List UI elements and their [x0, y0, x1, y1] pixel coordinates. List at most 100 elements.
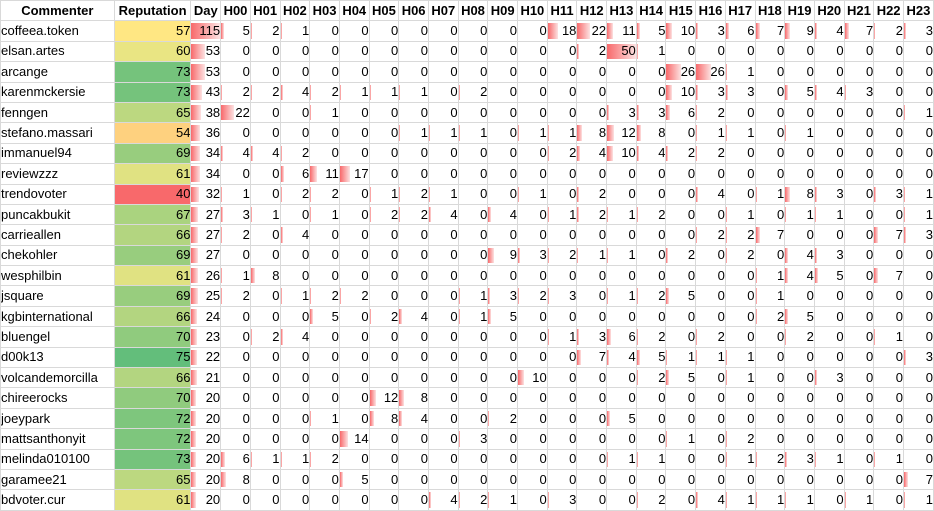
- hour-cell[interactable]: 0: [873, 489, 904, 511]
- hour-cell[interactable]: 0: [754, 40, 786, 63]
- hour-cell[interactable]: 0: [813, 224, 845, 246]
- hour-cell[interactable]: 0: [368, 468, 400, 491]
- hour-cell[interactable]: 1: [902, 203, 934, 226]
- hour-cell[interactable]: 0: [457, 448, 489, 470]
- hour-cell[interactable]: 6: [665, 101, 697, 124]
- hour-cell[interactable]: 0: [635, 468, 667, 491]
- hour-cell[interactable]: 0: [398, 142, 429, 165]
- hour-cell[interactable]: 1: [279, 448, 311, 470]
- hour-cell[interactable]: 3: [517, 244, 548, 267]
- hour-cell[interactable]: 0: [338, 387, 370, 409]
- reputation-cell[interactable]: 69: [113, 244, 192, 267]
- reputation-cell[interactable]: 65: [113, 101, 192, 124]
- hour-cell[interactable]: 3: [813, 183, 845, 205]
- hour-cell[interactable]: 0: [487, 224, 519, 246]
- hour-cell[interactable]: 0: [784, 468, 815, 491]
- hour-cell[interactable]: 0: [546, 81, 578, 103]
- hour-cell[interactable]: 7: [576, 346, 608, 369]
- hour-cell[interactable]: 0: [427, 326, 459, 348]
- hour-cell[interactable]: 0: [309, 244, 340, 267]
- hour-cell[interactable]: 4: [398, 407, 429, 430]
- hour-cell[interactable]: 4: [220, 142, 251, 165]
- commenter-name-cell[interactable]: coffeea.token: [0, 20, 115, 42]
- hour-cell[interactable]: 0: [338, 224, 370, 246]
- hour-cell[interactable]: 4: [635, 142, 667, 165]
- hour-cell[interactable]: 0: [873, 244, 904, 267]
- hour-cell[interactable]: 0: [279, 489, 311, 511]
- hour-cell[interactable]: 2: [784, 326, 815, 348]
- hour-cell[interactable]: 0: [576, 305, 608, 328]
- hour-cell[interactable]: 0: [368, 244, 400, 267]
- day-cell[interactable]: 22: [190, 346, 222, 369]
- hour-cell[interactable]: 1: [427, 122, 459, 144]
- hour-cell[interactable]: 2: [279, 183, 311, 205]
- hour-cell[interactable]: 0: [338, 203, 370, 226]
- day-cell[interactable]: 20: [190, 387, 222, 409]
- hour-cell[interactable]: 0: [784, 224, 815, 246]
- hour-cell[interactable]: 0: [546, 40, 578, 63]
- hour-cell[interactable]: 2: [457, 81, 489, 103]
- hour-cell[interactable]: 1: [784, 122, 815, 144]
- hour-cell[interactable]: 0: [220, 122, 251, 144]
- hour-cell[interactable]: 0: [635, 244, 667, 267]
- hour-cell[interactable]: 1: [695, 122, 726, 144]
- reputation-cell[interactable]: 57: [113, 20, 192, 42]
- hour-cell[interactable]: 0: [576, 407, 608, 430]
- hour-cell[interactable]: 2: [309, 448, 340, 470]
- hour-cell[interactable]: 0: [487, 428, 519, 450]
- column-header-h21[interactable]: H21: [843, 0, 875, 22]
- hour-cell[interactable]: 0: [517, 142, 548, 165]
- hour-cell[interactable]: 1: [576, 244, 608, 267]
- hour-cell[interactable]: 0: [546, 448, 578, 470]
- hour-cell[interactable]: 8: [635, 122, 667, 144]
- hour-cell[interactable]: 0: [546, 163, 578, 185]
- hour-cell[interactable]: 0: [724, 183, 756, 205]
- hour-cell[interactable]: 0: [398, 367, 429, 389]
- hour-cell[interactable]: 0: [724, 305, 756, 328]
- day-cell[interactable]: 53: [190, 61, 222, 83]
- hour-cell[interactable]: 2: [695, 326, 726, 348]
- hour-cell[interactable]: 0: [279, 468, 311, 491]
- hour-cell[interactable]: 7: [902, 468, 934, 491]
- hour-cell[interactable]: 1: [220, 265, 251, 287]
- hour-cell[interactable]: 2: [517, 285, 548, 307]
- hour-cell[interactable]: 6: [606, 326, 637, 348]
- hour-cell[interactable]: 0: [606, 61, 637, 83]
- hour-cell[interactable]: 0: [457, 265, 489, 287]
- hour-cell[interactable]: 1: [724, 448, 756, 470]
- hour-cell[interactable]: 0: [279, 122, 311, 144]
- hour-cell[interactable]: 0: [843, 387, 875, 409]
- hour-cell[interactable]: 0: [249, 40, 281, 63]
- hour-cell[interactable]: 0: [902, 305, 934, 328]
- hour-cell[interactable]: 5: [665, 367, 697, 389]
- hour-cell[interactable]: 0: [309, 367, 340, 389]
- hour-cell[interactable]: 1: [754, 265, 786, 287]
- hour-cell[interactable]: 0: [368, 265, 400, 287]
- hour-cell[interactable]: 0: [873, 387, 904, 409]
- hour-cell[interactable]: 0: [665, 489, 697, 511]
- day-cell[interactable]: 26: [190, 265, 222, 287]
- hour-cell[interactable]: 2: [576, 203, 608, 226]
- hour-cell[interactable]: 0: [695, 428, 726, 450]
- hour-cell[interactable]: 0: [813, 163, 845, 185]
- hour-cell[interactable]: 0: [427, 20, 459, 42]
- column-header-h05[interactable]: H05: [368, 0, 400, 22]
- hour-cell[interactable]: 0: [843, 122, 875, 144]
- hour-cell[interactable]: 1: [220, 183, 251, 205]
- hour-cell[interactable]: 0: [309, 489, 340, 511]
- hour-cell[interactable]: 0: [398, 468, 429, 491]
- hour-cell[interactable]: 0: [873, 142, 904, 165]
- hour-cell[interactable]: 1: [724, 122, 756, 144]
- column-header-h22[interactable]: H22: [873, 0, 904, 22]
- hour-cell[interactable]: 0: [220, 387, 251, 409]
- hour-cell[interactable]: 0: [606, 387, 637, 409]
- hour-cell[interactable]: 0: [517, 20, 548, 42]
- hour-cell[interactable]: 5: [784, 305, 815, 328]
- day-cell[interactable]: 23: [190, 326, 222, 348]
- hour-cell[interactable]: 1: [724, 203, 756, 226]
- hour-cell[interactable]: 17: [338, 163, 370, 185]
- hour-cell[interactable]: 8: [249, 265, 281, 287]
- hour-cell[interactable]: 2: [457, 489, 489, 511]
- hour-cell[interactable]: 14: [338, 428, 370, 450]
- hour-cell[interactable]: 0: [517, 224, 548, 246]
